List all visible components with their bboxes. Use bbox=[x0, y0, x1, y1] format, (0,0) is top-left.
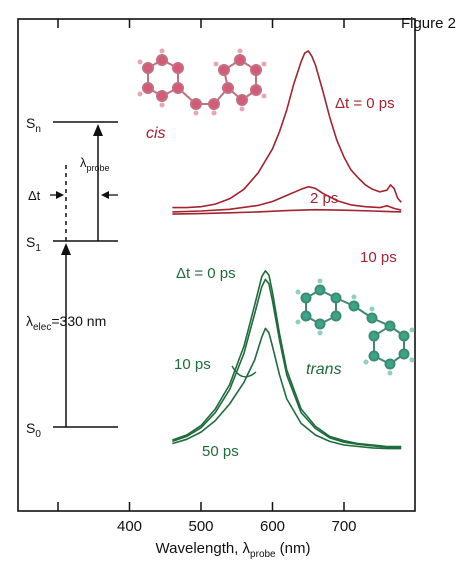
trans-10ps-pointer bbox=[231, 365, 257, 378]
probe-arrow-head bbox=[93, 124, 103, 136]
series-cis-2 bbox=[172, 208, 402, 215]
elec-label: λelec=330 nm bbox=[26, 313, 106, 333]
energy-diagram: Sn S1 S0 Δt λprobe λelec=330 nm bbox=[26, 115, 118, 440]
delta-t-arrowhead-right bbox=[101, 191, 109, 199]
figure-label: Figure 2 bbox=[401, 15, 456, 32]
series-trans-4 bbox=[172, 278, 402, 448]
cis-series-label-2ps: 2 ps bbox=[310, 190, 338, 207]
series-cis-1 bbox=[172, 185, 402, 213]
level-s1-label: S1 bbox=[26, 234, 41, 254]
trans-series-label-10ps: 10 ps bbox=[174, 356, 211, 373]
series-trans-5 bbox=[172, 327, 402, 450]
trans-series-label-50ps: 50 ps bbox=[202, 443, 239, 460]
x-tick-label-600: 600 bbox=[260, 518, 285, 535]
trans-series-label-0ps: Δt = 0 ps bbox=[176, 265, 236, 282]
trans-molecule-icon bbox=[295, 278, 415, 376]
level-s0-label: S0 bbox=[26, 420, 41, 440]
plot-frame bbox=[17, 18, 416, 512]
x-tick-label-700: 700 bbox=[331, 518, 356, 535]
delta-t-label: Δt bbox=[28, 188, 41, 203]
series-trans-3 bbox=[172, 270, 402, 448]
series-cis-0 bbox=[172, 50, 402, 209]
level-sn-label: Sn bbox=[26, 115, 41, 135]
trans-label: trans bbox=[306, 361, 342, 378]
x-axis-tick-labels: 400 500 600 700 bbox=[117, 518, 357, 535]
cis-series-label-10ps: 10 ps bbox=[360, 249, 397, 266]
x-tick-label-500: 500 bbox=[188, 518, 213, 535]
elec-arrow-head bbox=[61, 243, 71, 255]
cis-label: cis bbox=[146, 125, 166, 142]
x-tick-label-400: 400 bbox=[117, 518, 142, 535]
x-axis-label: Wavelength, λprobe (nm) bbox=[156, 540, 311, 560]
cis-molecule-icon bbox=[137, 48, 267, 116]
spectra-curves bbox=[172, 50, 402, 450]
probe-label: λprobe bbox=[80, 155, 110, 173]
delta-t-arrowhead-left bbox=[56, 191, 64, 199]
cis-series-label-0ps: Δt = 0 ps bbox=[335, 95, 395, 112]
x-axis-ticks bbox=[57, 19, 345, 511]
